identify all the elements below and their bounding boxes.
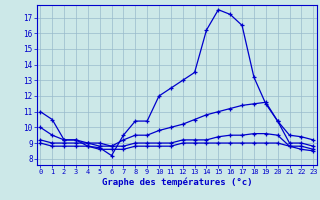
X-axis label: Graphe des températures (°c): Graphe des températures (°c) xyxy=(101,178,252,187)
